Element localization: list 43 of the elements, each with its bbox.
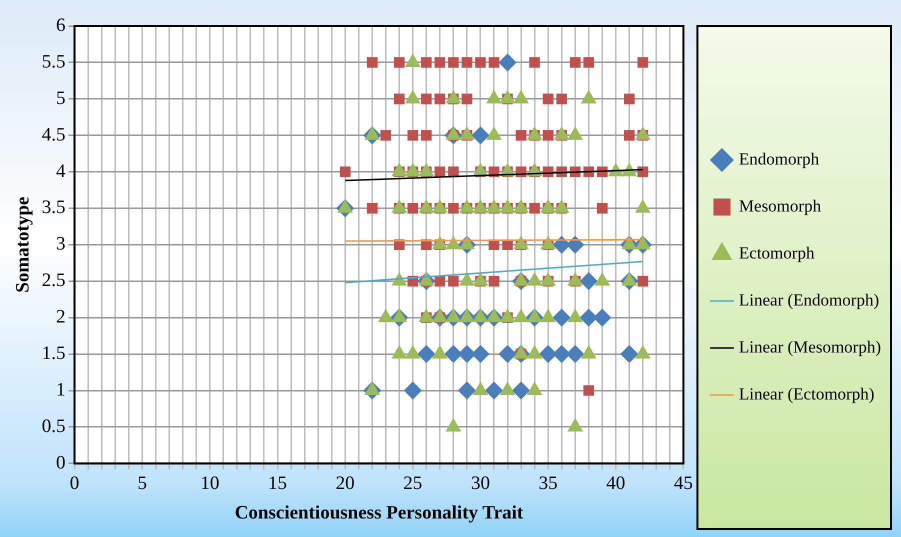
point	[458, 382, 476, 400]
x-tick-label: 25	[403, 472, 422, 494]
point	[580, 272, 598, 290]
point	[444, 345, 462, 364]
y-tick-label: 5.5	[42, 51, 66, 72]
x-tick-label: 0	[70, 472, 80, 494]
x-tick-label: 30	[470, 472, 490, 494]
x-tick-label: 5	[137, 472, 147, 494]
legend-label: Linear (Ectomorph)	[738, 384, 874, 404]
y-tick-label: 2.5	[42, 270, 66, 292]
legend-label: Ectomorph	[738, 243, 815, 262]
x-tick-label: 10	[200, 472, 220, 494]
y-tick-label: 0.5	[42, 416, 66, 437]
x-tick-label: 35	[538, 472, 558, 494]
legend-label: Linear (Endomorph)	[738, 290, 880, 310]
y-tick-label: 3	[56, 234, 66, 255]
point	[552, 308, 571, 327]
x-tick-label: 40	[606, 472, 626, 494]
point	[471, 126, 490, 144]
point	[404, 382, 422, 400]
x-tick-label: 45	[674, 472, 693, 494]
y-tick-label: 1.5	[42, 343, 66, 364]
x-tick-label: 20	[336, 472, 355, 494]
x-axis-title: Conscientiousness Personality Trait	[234, 502, 524, 524]
point	[512, 382, 530, 400]
legend-label: Linear (Mesomorph)	[738, 337, 881, 356]
y-tick-label: 4.5	[42, 124, 66, 146]
point	[620, 345, 638, 364]
x-tick-label: 15	[268, 472, 287, 494]
y-tick-label: 1	[56, 379, 66, 400]
point	[484, 382, 503, 400]
y-tick-label: 6	[56, 14, 66, 36]
point	[566, 345, 584, 364]
y-tick-label: 0	[56, 452, 66, 474]
legend-label: Endomorph	[738, 149, 820, 168]
y-axis-title: Somatotype	[12, 196, 34, 293]
y-tick-label: 5	[56, 88, 66, 109]
y-tick-label: 2	[56, 306, 66, 328]
point	[498, 53, 517, 72]
y-tick-label: 4	[56, 160, 66, 182]
y-tick-label: 3.5	[42, 197, 66, 218]
legend-label: Mesomorph	[738, 196, 822, 216]
point	[417, 345, 436, 364]
